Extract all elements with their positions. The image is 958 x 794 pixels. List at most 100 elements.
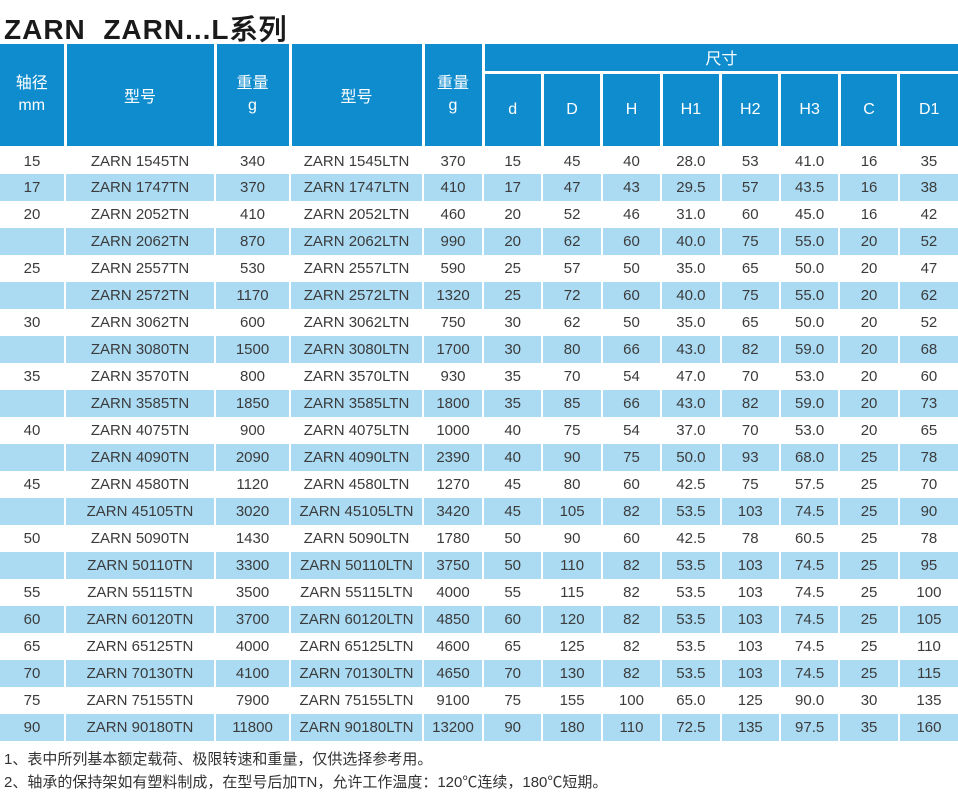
cell-dim-H: 60 xyxy=(602,282,661,309)
cell-dim-H3: 55.0 xyxy=(780,282,839,309)
cell-model-ltn: ZARN 4075LTN xyxy=(290,417,423,444)
header-dim-H: H xyxy=(602,72,661,147)
cell-dim-d: 75 xyxy=(483,687,542,714)
cell-dim-d: 15 xyxy=(483,147,542,174)
cell-shaft-mm: 75 xyxy=(0,687,65,714)
cell-dim-C: 25 xyxy=(839,525,898,552)
cell-dim-D: 130 xyxy=(542,660,601,687)
cell-dim-H: 66 xyxy=(602,336,661,363)
cell-dim-H: 43 xyxy=(602,174,661,201)
cell-dim-H2: 75 xyxy=(721,471,780,498)
cell-dim-H2: 65 xyxy=(721,309,780,336)
cell-dim-d: 50 xyxy=(483,552,542,579)
cell-weight-ltn: 750 xyxy=(423,309,483,336)
cell-weight-tn: 1850 xyxy=(215,390,290,417)
cell-dim-D1: 100 xyxy=(899,579,958,606)
cell-dim-H2: 103 xyxy=(721,579,780,606)
cell-dim-D: 72 xyxy=(542,282,601,309)
cell-dim-D1: 115 xyxy=(899,660,958,687)
cell-shaft-mm: 60 xyxy=(0,606,65,633)
cell-dim-D: 90 xyxy=(542,525,601,552)
cell-shaft-mm: 20 xyxy=(0,201,65,228)
header-dim-C: C xyxy=(839,72,898,147)
cell-dim-D1: 95 xyxy=(899,552,958,579)
cell-dim-H: 66 xyxy=(602,390,661,417)
cell-dim-D1: 78 xyxy=(899,525,958,552)
header-dim-H3: H3 xyxy=(780,72,839,147)
cell-dim-H: 50 xyxy=(602,255,661,282)
cell-model-ltn: ZARN 75155LTN xyxy=(290,687,423,714)
cell-dim-H3: 74.5 xyxy=(780,660,839,687)
cell-dim-D1: 110 xyxy=(899,633,958,660)
header-weight-tn-unit: g xyxy=(217,95,289,117)
cell-dim-H3: 90.0 xyxy=(780,687,839,714)
cell-dim-D: 155 xyxy=(542,687,601,714)
cell-dim-d: 45 xyxy=(483,498,542,525)
cell-dim-H1: 53.5 xyxy=(661,633,720,660)
cell-model-tn: ZARN 4090TN xyxy=(65,444,215,471)
cell-model-tn: ZARN 55115TN xyxy=(65,579,215,606)
cell-dim-H1: 40.0 xyxy=(661,228,720,255)
cell-model-tn: ZARN 3585TN xyxy=(65,390,215,417)
cell-shaft-mm: 65 xyxy=(0,633,65,660)
cell-model-ltn: ZARN 2557LTN xyxy=(290,255,423,282)
cell-model-tn: ZARN 45105TN xyxy=(65,498,215,525)
cell-model-ltn: ZARN 45105LTN xyxy=(290,498,423,525)
cell-dim-H1: 53.5 xyxy=(661,552,720,579)
cell-weight-tn: 1170 xyxy=(215,282,290,309)
cell-dim-H: 60 xyxy=(602,525,661,552)
cell-dim-D1: 160 xyxy=(899,714,958,741)
cell-dim-H2: 103 xyxy=(721,660,780,687)
cell-dim-H1: 28.0 xyxy=(661,147,720,174)
cell-model-ltn: ZARN 3570LTN xyxy=(290,363,423,390)
cell-weight-ltn: 370 xyxy=(423,147,483,174)
cell-dim-H2: 125 xyxy=(721,687,780,714)
cell-dim-C: 25 xyxy=(839,444,898,471)
cell-dim-D: 57 xyxy=(542,255,601,282)
cell-model-ltn: ZARN 4580LTN xyxy=(290,471,423,498)
header-shaft-unit: mm xyxy=(0,95,64,117)
cell-dim-H1: 43.0 xyxy=(661,336,720,363)
cell-model-ltn: ZARN 3585LTN xyxy=(290,390,423,417)
cell-dim-H1: 47.0 xyxy=(661,363,720,390)
header-model-ltn: 型号 xyxy=(290,44,423,147)
cell-weight-tn: 4000 xyxy=(215,633,290,660)
cell-dim-D1: 60 xyxy=(899,363,958,390)
cell-shaft-mm xyxy=(0,390,65,417)
cell-dim-H2: 70 xyxy=(721,417,780,444)
cell-weight-ltn: 4650 xyxy=(423,660,483,687)
cell-dim-H3: 53.0 xyxy=(780,363,839,390)
cell-dim-D: 180 xyxy=(542,714,601,741)
cell-model-ltn: ZARN 55115LTN xyxy=(290,579,423,606)
cell-shaft-mm: 90 xyxy=(0,714,65,741)
cell-dim-d: 35 xyxy=(483,363,542,390)
cell-dim-d: 55 xyxy=(483,579,542,606)
cell-dim-H2: 103 xyxy=(721,633,780,660)
cell-dim-D: 47 xyxy=(542,174,601,201)
cell-weight-ltn: 1320 xyxy=(423,282,483,309)
cell-weight-ltn: 410 xyxy=(423,174,483,201)
cell-dim-C: 25 xyxy=(839,552,898,579)
cell-model-ltn: ZARN 1545LTN xyxy=(290,147,423,174)
cell-dim-D1: 68 xyxy=(899,336,958,363)
cell-dim-d: 17 xyxy=(483,174,542,201)
cell-weight-tn: 3500 xyxy=(215,579,290,606)
cell-dim-D1: 135 xyxy=(899,687,958,714)
cell-dim-C: 20 xyxy=(839,228,898,255)
cell-dim-D: 80 xyxy=(542,336,601,363)
cell-dim-D: 70 xyxy=(542,363,601,390)
cell-model-tn: ZARN 2557TN xyxy=(65,255,215,282)
cell-dim-D: 85 xyxy=(542,390,601,417)
cell-dim-H: 40 xyxy=(602,147,661,174)
cell-dim-C: 16 xyxy=(839,201,898,228)
cell-dim-d: 45 xyxy=(483,471,542,498)
cell-model-tn: ZARN 1747TN xyxy=(65,174,215,201)
cell-dim-H3: 74.5 xyxy=(780,552,839,579)
